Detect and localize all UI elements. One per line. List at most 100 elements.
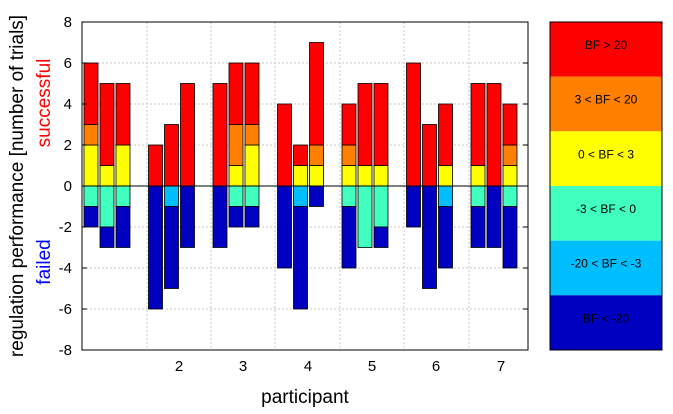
bar-segment — [83, 144, 99, 187]
bar-segment — [212, 83, 228, 187]
y-tick-label: 4 — [64, 96, 72, 113]
y-tick-label: -6 — [59, 301, 72, 318]
bar-segment — [83, 185, 99, 207]
bar-segment — [470, 185, 486, 207]
bar-segment — [277, 185, 292, 269]
bar-segment — [164, 206, 179, 289]
bar-segment — [212, 185, 228, 248]
y-tick-labels: 8 6 4 2 0 -2 -4 -6 -8 — [59, 14, 528, 359]
bar-stack — [373, 83, 389, 248]
bar-stack — [470, 83, 486, 248]
bar-segment — [228, 206, 244, 228]
bar-stack — [357, 83, 373, 248]
bar-stack — [502, 103, 518, 269]
bar-segment — [309, 42, 324, 146]
bar-segment — [502, 144, 518, 166]
bar-segment — [341, 103, 357, 146]
colorbar-swatch — [550, 240, 662, 296]
bar-segment — [341, 185, 357, 207]
bar-segment — [164, 124, 179, 187]
bar-segment — [83, 124, 99, 146]
colorbar-label: BF < -20 — [583, 311, 630, 325]
bar-segment — [406, 185, 421, 228]
bar-segment — [470, 83, 486, 166]
bar-stack — [83, 62, 99, 228]
bar-stack — [309, 42, 324, 207]
bar-segment — [438, 185, 453, 207]
colorbar-swatch — [550, 22, 662, 77]
bar-segment — [244, 144, 260, 187]
bar-stack — [228, 62, 244, 228]
colorbar-label: BF > 20 — [585, 38, 628, 52]
colorbar-swatch — [550, 131, 662, 186]
bar-segment — [99, 165, 115, 187]
bar-segment — [341, 144, 357, 166]
bar-segment — [373, 185, 389, 228]
y-axis-label: regulation performance [number of trials… — [7, 15, 28, 357]
x-axis-label: participant — [261, 387, 349, 408]
bar-stack — [115, 83, 131, 248]
y-tick-label: -4 — [59, 260, 72, 277]
bar-segment — [115, 83, 131, 146]
bar-segment — [244, 185, 260, 207]
bar-segment — [309, 185, 324, 207]
bar-segment — [228, 62, 244, 125]
bar-stack — [180, 83, 195, 248]
bar-segment — [309, 144, 324, 166]
bar-segment — [502, 185, 518, 207]
bar-stack — [406, 62, 421, 228]
bar-segment — [83, 62, 99, 125]
colorbar-frame — [549, 21, 663, 351]
bar-segment — [293, 165, 308, 187]
bar-segment — [244, 124, 260, 146]
bar-segment — [309, 165, 324, 187]
bar-segment — [293, 185, 308, 207]
bar-segment — [502, 165, 518, 187]
y-tick-label: -8 — [59, 342, 72, 359]
colorbar-label: -20 < BF < -3 — [571, 257, 642, 271]
colorbar-label: 0 < BF < 3 — [578, 147, 634, 161]
bar-segment — [99, 226, 115, 248]
bar-segment — [438, 206, 453, 269]
bar-stack — [164, 124, 179, 289]
bar-segment — [470, 165, 486, 187]
y-tick-label: 8 — [64, 14, 72, 31]
colorbar-label: 3 < BF < 20 — [575, 93, 638, 107]
x-tick-label: 3 — [239, 358, 247, 375]
x-tick-label: 6 — [432, 358, 440, 375]
bar-segment — [373, 83, 389, 166]
bar-stack — [486, 83, 502, 248]
x-tick-label: 5 — [368, 358, 376, 375]
bar-segment — [470, 206, 486, 248]
bar-segment — [277, 103, 292, 187]
colorbar: BF > 20 3 < BF < 20 0 < BF < 3 -3 < BF < 0 -… — [549, 21, 663, 351]
x-tick-label: 4 — [304, 358, 312, 375]
colorbar-swatch — [550, 76, 662, 132]
bar-stack — [293, 144, 308, 310]
bar-stack — [212, 83, 228, 248]
bar-segment — [486, 83, 502, 187]
y-axis-label-failed: failed — [34, 239, 55, 284]
colorbar-swatch — [550, 186, 662, 241]
bar-segment — [357, 185, 373, 248]
x-tick-label: 2 — [175, 358, 183, 375]
bar-stack — [244, 62, 260, 228]
bar-segment — [422, 124, 437, 187]
bar-segment — [357, 83, 373, 166]
colorbar-swatch — [550, 295, 662, 350]
bar-segment — [293, 144, 308, 166]
y-tick-label: 2 — [64, 137, 72, 154]
bar-stack — [99, 83, 115, 248]
bar-segment — [83, 206, 99, 228]
bar-segment — [406, 62, 421, 187]
bar-segment — [244, 206, 260, 228]
bar-segment — [357, 165, 373, 187]
bar-segment — [99, 185, 115, 228]
bar-segment — [293, 206, 308, 310]
bar-segment — [373, 226, 389, 248]
bar-segment — [148, 144, 163, 187]
bar-stack — [341, 103, 357, 269]
y-tick-label: -2 — [59, 219, 72, 236]
bar-segment — [341, 165, 357, 187]
bar-segment — [502, 103, 518, 146]
